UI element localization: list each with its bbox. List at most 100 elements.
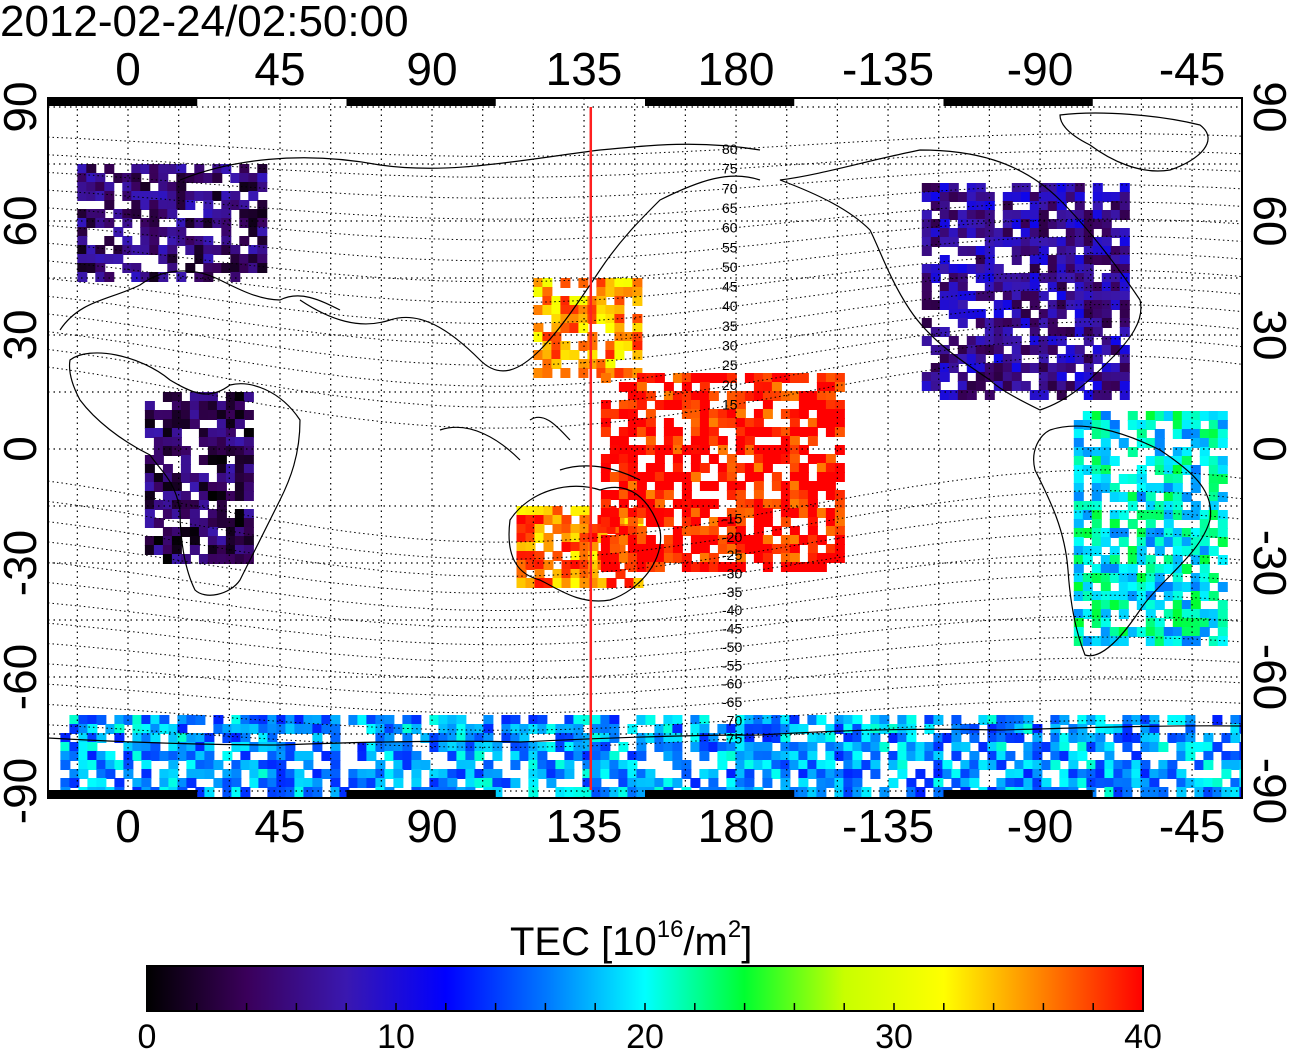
- tec-cell: [1208, 456, 1219, 466]
- tec-cell: [771, 481, 782, 491]
- tec-cell: [171, 410, 182, 420]
- tec-cell: [1136, 438, 1147, 448]
- tec-cell: [474, 778, 485, 788]
- contour--45: [48, 594, 1242, 646]
- tec-cell: [162, 509, 173, 519]
- tec-cell: [456, 724, 467, 734]
- tec-cell: [537, 724, 548, 734]
- tec-cell: [663, 553, 674, 563]
- tec-cell: [267, 769, 278, 779]
- tec-cell: [951, 778, 962, 788]
- tec-cell: [171, 428, 182, 438]
- tec-cell: [525, 533, 536, 543]
- tec-cell: [636, 445, 647, 455]
- tec-cell: [239, 236, 250, 246]
- colorbar-label-exp1: 16: [656, 916, 684, 943]
- tec-cell: [1158, 742, 1169, 752]
- tec-cell: [1074, 192, 1085, 202]
- tec-cell: [627, 553, 638, 563]
- tec-cell: [122, 263, 133, 273]
- tec-cell: [1082, 528, 1093, 538]
- tec-cell: [95, 254, 106, 264]
- tec-cell: [699, 508, 710, 518]
- tec-cell: [87, 715, 98, 725]
- tec-cell: [1158, 769, 1169, 779]
- tec-cell: [1011, 336, 1022, 346]
- tec-cell: [1110, 345, 1121, 355]
- tec-cell: [636, 787, 647, 797]
- tec-cell: [1136, 537, 1147, 547]
- contour-label: 30: [722, 338, 738, 354]
- tec-cell: [1154, 465, 1165, 475]
- tec-cell: [225, 410, 236, 420]
- tec-cell: [1068, 778, 1079, 788]
- tec-cell: [189, 419, 200, 429]
- tec-cell: [636, 472, 647, 482]
- tec-cell: [234, 518, 245, 528]
- tec-cell: [149, 209, 160, 219]
- tec-cell: [1029, 255, 1040, 265]
- tec-cell: [816, 400, 827, 410]
- tec-cell: [1029, 273, 1040, 283]
- tec-cell: [591, 724, 602, 734]
- tec-cell: [1020, 246, 1031, 256]
- tec-cell: [825, 427, 836, 437]
- tec-cell: [699, 769, 710, 779]
- tec-cell: [984, 246, 995, 256]
- tec-cell: [993, 318, 1004, 328]
- tec-cell: [240, 715, 251, 725]
- tec-cell: [1011, 255, 1022, 265]
- tec-cell: [113, 254, 124, 264]
- tec-cell: [144, 536, 155, 546]
- tec-cell: [744, 535, 755, 545]
- tec-cell: [780, 733, 791, 743]
- tec-cell: [483, 760, 494, 770]
- tec-cell: [1172, 501, 1183, 511]
- tec-cell: [1221, 787, 1232, 797]
- tec-cell: [780, 742, 791, 752]
- tec-cell: [762, 382, 773, 392]
- tec-cell: [375, 724, 386, 734]
- tec-cell: [212, 245, 223, 255]
- tec-cell: [1074, 201, 1085, 211]
- tec-cell: [198, 482, 209, 492]
- tec-cell: [551, 359, 562, 369]
- longitude-tick: -90: [1006, 43, 1074, 95]
- tec-cell: [1092, 246, 1103, 256]
- tec-cell: [366, 724, 377, 734]
- tec-cell: [312, 733, 323, 743]
- tec-cell: [915, 787, 926, 797]
- coastlines: [48, 112, 1242, 746]
- tec-cell: [870, 742, 881, 752]
- tec-cell: [1110, 255, 1121, 265]
- tec-cell: [239, 218, 250, 228]
- tec-cell: [1038, 228, 1049, 238]
- tec-cell: [948, 300, 959, 310]
- tec-cell: [69, 778, 80, 788]
- tec-cell: [543, 533, 554, 543]
- tec-cell: [834, 418, 845, 428]
- tec-cell: [243, 446, 254, 456]
- tec-cell: [158, 209, 169, 219]
- tec-cell: [1190, 411, 1201, 421]
- tec-cell: [753, 481, 764, 491]
- tec-cell: [1127, 411, 1138, 421]
- tec-cell: [726, 418, 737, 428]
- tec-cell: [456, 733, 467, 743]
- tec-cell: [1082, 573, 1093, 583]
- tec-cell: [1100, 420, 1111, 430]
- tec-cell: [699, 742, 710, 752]
- tec-cell: [681, 391, 692, 401]
- tec-cell: [984, 372, 995, 382]
- tec-cell: [225, 554, 236, 564]
- tec-cell: [969, 769, 980, 779]
- tec-cell: [1199, 429, 1210, 439]
- tec-cell: [834, 517, 845, 527]
- tec-cell: [753, 463, 764, 473]
- contour-label: -45: [722, 621, 742, 637]
- tec-cell: [699, 481, 710, 491]
- tec-cell: [177, 778, 188, 788]
- tec-cell: [663, 742, 674, 752]
- tec-cell: [708, 409, 719, 419]
